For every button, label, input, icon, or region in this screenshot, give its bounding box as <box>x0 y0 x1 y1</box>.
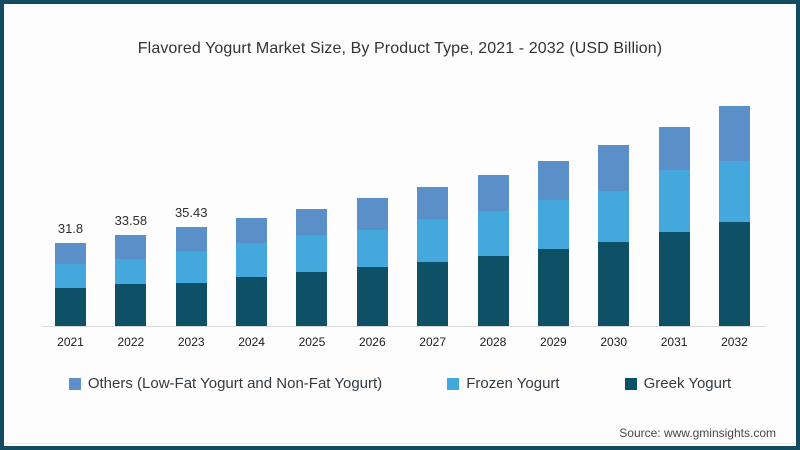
x-axis-line <box>42 326 766 327</box>
x-tick-label: 2024 <box>238 335 265 349</box>
chart-title: Flavored Yogurt Market Size, By Product … <box>137 40 663 57</box>
plot-area: 31.8 2021 33.58 2022 35.43 2023 2024 2025 2026 20… <box>4 4 796 364</box>
x-tick-label: 2029 <box>540 335 567 349</box>
legend-label: Others (Low-Fat Yogurt and Non-Fat Yogur… <box>87 375 383 392</box>
bar-segment-frozen <box>175 251 207 283</box>
bar-segment-frozen <box>477 211 509 256</box>
legend-item-others: Others (Low-Fat Yogurt and Non-Fat Yogur… <box>68 375 383 392</box>
bars-container: 31.8 2021 33.58 2022 35.43 2023 2024 2025 2026 20… <box>42 96 766 349</box>
bar-segment-others <box>477 174 509 212</box>
bar-segment-others <box>417 187 449 220</box>
x-tick-label: 2032 <box>721 335 748 349</box>
bar-group-2027: 2027 <box>417 96 449 349</box>
bar-segment-others <box>658 127 690 171</box>
bar-segment-frozen <box>658 170 690 233</box>
x-tick-label: 2030 <box>600 335 628 349</box>
bar-segment-greek <box>115 283 147 326</box>
x-tick-label: 2031 <box>660 335 688 349</box>
footer-divider <box>4 443 796 444</box>
bar-segment-greek <box>477 255 509 326</box>
bar-segment-others <box>236 218 268 244</box>
bar-segment-greek <box>236 277 268 326</box>
bar-value-label: 31.8 <box>57 221 84 237</box>
legend-label: Greek Yogurt <box>643 375 732 392</box>
x-tick-label: 2028 <box>479 335 507 349</box>
bar-segment-frozen <box>296 235 328 273</box>
bar-value-label: 33.58 <box>114 212 148 228</box>
bar-group-2025: 2025 <box>296 96 328 349</box>
bar-group-2029: 2029 <box>537 96 569 349</box>
bar-group-2026: 2026 <box>356 96 388 349</box>
bar-segment-others <box>718 105 750 161</box>
bar-segment-frozen <box>55 263 86 288</box>
legend-item-greek: Greek Yogurt <box>624 375 732 392</box>
bar-segment-others <box>537 160 569 200</box>
x-tick-label: 2025 <box>298 335 326 349</box>
bar-segment-others <box>356 197 388 230</box>
bar-segment-greek <box>296 272 328 326</box>
bar-segment-greek <box>175 282 207 326</box>
bar-group-2030: 2030 <box>598 96 630 349</box>
bar-segment-frozen <box>356 229 388 267</box>
bar-segment-others <box>598 144 630 191</box>
x-tick-label: 2023 <box>177 335 205 349</box>
bar-segment-others <box>115 234 147 259</box>
bar-group-2032: 2032 <box>718 96 750 349</box>
bar-group-2022: 33.58 2022 <box>115 96 148 349</box>
bar-segment-others <box>296 208 328 236</box>
bar-group-2028: 2028 <box>477 96 509 349</box>
bar-segment-greek <box>356 266 388 326</box>
bar-segment-frozen <box>115 258 147 284</box>
legend-swatch-others <box>68 377 81 390</box>
bar-segment-greek <box>417 262 449 326</box>
bar-segment-greek <box>55 287 86 326</box>
bar-segment-greek <box>718 222 750 326</box>
bar-value-label: 35.43 <box>174 205 208 221</box>
bar-segment-others <box>175 227 207 252</box>
bar-segment-frozen <box>598 190 630 242</box>
bar-segment-frozen <box>718 160 750 223</box>
bar-segment-frozen <box>417 219 449 263</box>
x-tick-label: 2026 <box>358 335 386 349</box>
legend: Others (Low-Fat Yogurt and Non-Fat Yogur… <box>4 375 796 392</box>
bar-segment-greek <box>658 232 690 326</box>
legend-item-frozen: Frozen Yogurt <box>447 375 560 392</box>
bar-segment-frozen <box>537 199 569 249</box>
bar-segment-frozen <box>236 243 268 278</box>
bar-group-2031: 2031 <box>658 96 690 349</box>
source-text: Source: www.gminsights.com <box>619 426 776 440</box>
bar-group-2024: 2024 <box>236 96 268 349</box>
x-tick-label: 2022 <box>117 335 145 349</box>
x-tick-label: 2021 <box>57 335 84 349</box>
x-tick-label: 2027 <box>419 335 446 349</box>
legend-swatch-greek <box>624 377 637 390</box>
legend-label: Frozen Yogurt <box>466 375 560 392</box>
bar-segment-others <box>55 243 86 264</box>
bar-group-2021: 31.8 2021 <box>55 96 86 349</box>
bar-group-2023: 35.43 2023 <box>175 96 208 349</box>
legend-swatch-frozen <box>447 377 460 390</box>
bar-segment-greek <box>598 241 630 326</box>
bar-segment-greek <box>537 248 569 326</box>
